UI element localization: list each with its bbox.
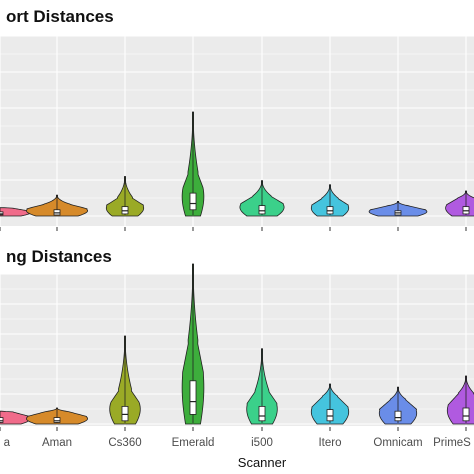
- box-a: [0, 417, 4, 423]
- x-tick-label-aman: Aman: [42, 437, 72, 449]
- tick-layer: a Aman Cs360 Emerald i500 Itero Omnicam PrimeS: [0, 227, 471, 449]
- box-itero: [326, 409, 334, 422]
- x-tick-label-a: a: [4, 437, 11, 449]
- x-tick-label-emerald: Emerald: [172, 437, 215, 449]
- x-tick-label-primes: PrimeS: [433, 437, 471, 449]
- panel-1-background: [0, 36, 474, 226]
- x-tick-label-i500: i500: [251, 437, 273, 449]
- x-tick-label-cs360: Cs360: [108, 437, 141, 449]
- box-cs360: [121, 405, 129, 422]
- box-i500: [258, 205, 266, 215]
- x-axis-title: Scanner: [238, 455, 287, 470]
- box-emerald: [189, 192, 197, 211]
- box-primes: [462, 407, 470, 422]
- box-aman: [53, 417, 61, 423]
- x-tick-label-itero: Itero: [318, 437, 341, 449]
- panel-2-title: ng Distances: [6, 247, 112, 266]
- box-omnicam: [394, 410, 402, 422]
- box-emerald: [189, 380, 197, 415]
- x-tick-label-omnicam: Omnicam: [373, 437, 422, 449]
- violin-layer: [0, 111, 474, 425]
- box-i500: [258, 405, 266, 422]
- panel-1-title: ort Distances: [6, 7, 114, 26]
